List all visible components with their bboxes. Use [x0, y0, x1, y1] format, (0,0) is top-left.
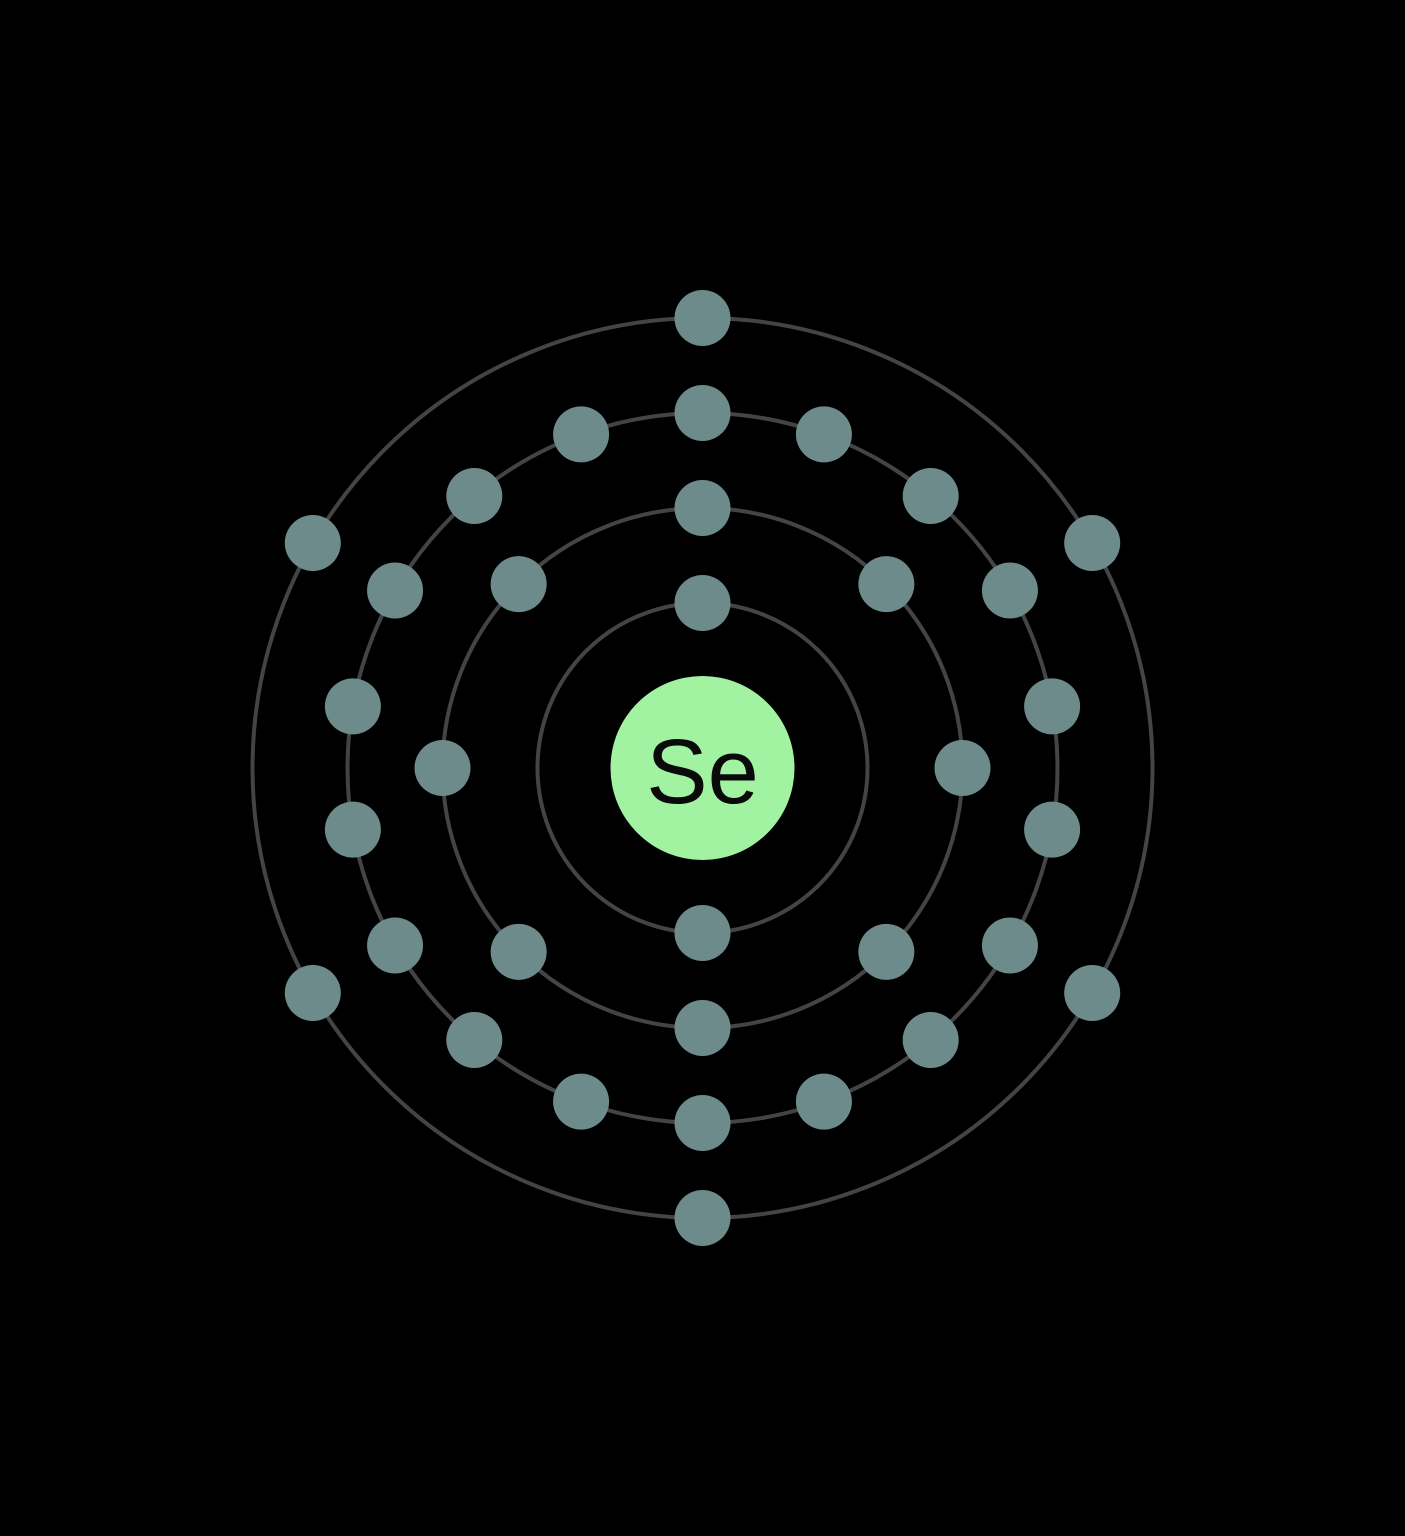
electron-shell3-n14: [325, 802, 381, 858]
electron-shell4-n5: [285, 965, 341, 1021]
electron-shell3-n15: [325, 678, 381, 734]
electron-shell4-n1: [675, 290, 731, 346]
electron-shell1-n1: [675, 575, 731, 631]
electron-shell3-n17: [446, 468, 502, 524]
electron-shell3-n8: [903, 1012, 959, 1068]
electron-shell3-n1: [675, 385, 731, 441]
electron-shell3-n13: [367, 918, 423, 974]
electron-shell3-n10: [675, 1095, 731, 1151]
electron-shell3-n18: [553, 406, 609, 462]
electron-shell4-n6: [285, 515, 341, 571]
electron-shell3-n12: [446, 1012, 502, 1068]
electron-shell3-n4: [982, 563, 1038, 619]
atom-svg: Se: [0, 0, 1405, 1536]
electron-shell2-n2: [858, 556, 914, 612]
electron-shell2-n1: [675, 480, 731, 536]
electron-shell1-n2: [675, 905, 731, 961]
electron-shell3-n11: [553, 1074, 609, 1130]
electron-shell2-n6: [491, 924, 547, 980]
electron-shell3-n16: [367, 563, 423, 619]
electron-shell2-n4: [858, 924, 914, 980]
electron-shell3-n5: [1024, 678, 1080, 734]
electron-shell3-n2: [796, 406, 852, 462]
electron-shell3-n3: [903, 468, 959, 524]
electron-shell3-n7: [982, 918, 1038, 974]
electron-shell4-n4: [675, 1190, 731, 1246]
electron-shell4-n3: [1064, 965, 1120, 1021]
nucleus-label: Se: [646, 721, 759, 823]
electron-shell2-n7: [415, 740, 471, 796]
electron-shell2-n8: [491, 556, 547, 612]
bohr-diagram: Se: [0, 0, 1405, 1536]
electron-shell3-n6: [1024, 802, 1080, 858]
electron-shell3-n9: [796, 1074, 852, 1130]
electron-shell2-n3: [935, 740, 991, 796]
electron-shell4-n2: [1064, 515, 1120, 571]
electron-shell2-n5: [675, 1000, 731, 1056]
